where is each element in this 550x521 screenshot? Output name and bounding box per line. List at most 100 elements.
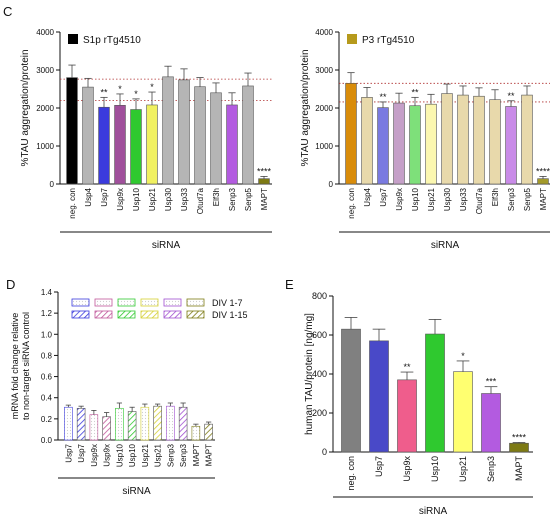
category-label: Usp30 bbox=[164, 187, 173, 211]
x-axis-label: siRNA bbox=[152, 240, 181, 251]
y-tick-label: 200 bbox=[312, 408, 327, 418]
category-label: Usp21 bbox=[154, 443, 163, 467]
bar bbox=[66, 77, 78, 185]
chart-e: 0 200 400 600 800 human TAU/protein [ng/mg] ne… bbox=[304, 291, 533, 517]
bar bbox=[102, 416, 111, 441]
bar bbox=[194, 86, 206, 185]
bar bbox=[191, 425, 201, 441]
legend-swatch bbox=[117, 298, 136, 307]
bar bbox=[127, 411, 137, 441]
chart-d: 0.0 0.2 0.4 0.6 0.8 1.0 1.2 1.4 mRNA fold change… bbox=[10, 288, 248, 497]
bar bbox=[489, 99, 501, 185]
category-label: Usp4 bbox=[84, 187, 93, 206]
bar bbox=[537, 178, 549, 185]
legend-swatch bbox=[186, 310, 205, 319]
category-label: Usp9x bbox=[395, 188, 404, 211]
bar bbox=[425, 333, 445, 453]
legend-swatch bbox=[186, 298, 205, 307]
y-tick-label: 1.4 bbox=[41, 288, 53, 297]
significance-label: * bbox=[118, 84, 122, 94]
y-tick-label: 0 bbox=[329, 180, 334, 189]
legend-label: S1p rTg4510 bbox=[83, 35, 141, 46]
category-label: Senp3 bbox=[228, 187, 237, 211]
category-label: Senp3 bbox=[486, 456, 496, 482]
legend-swatch bbox=[94, 298, 113, 307]
x-axis-label: siRNA bbox=[431, 240, 460, 251]
bar bbox=[441, 93, 453, 185]
category-label: Senp5 bbox=[244, 187, 253, 211]
bar bbox=[345, 83, 357, 185]
category-label: Elf3h bbox=[491, 188, 500, 206]
x-axis-label: siRNA bbox=[419, 506, 448, 517]
y-axis-label: mRNA fold change relativeto non-target s… bbox=[10, 312, 31, 420]
bar bbox=[226, 104, 238, 185]
significance-label: *** bbox=[486, 377, 497, 387]
y-tick-label: 0.2 bbox=[41, 415, 53, 424]
y-tick-label: 0 bbox=[50, 180, 55, 189]
category-label: MAPT bbox=[260, 188, 269, 210]
category-label: Usp4 bbox=[363, 187, 372, 206]
significance-label: ** bbox=[507, 91, 515, 101]
legend-swatch bbox=[140, 298, 159, 307]
legend-swatch bbox=[163, 298, 182, 307]
bar bbox=[393, 102, 405, 185]
category-label: MAPT bbox=[514, 456, 524, 482]
bar bbox=[114, 105, 126, 185]
legend-swatch bbox=[71, 298, 90, 307]
legend-swatch bbox=[347, 34, 357, 44]
bar bbox=[505, 106, 517, 185]
legend-swatch bbox=[140, 310, 159, 319]
bar bbox=[204, 423, 213, 441]
significance-label: ** bbox=[379, 92, 387, 102]
category-label: Usp10 bbox=[430, 456, 440, 482]
bar bbox=[153, 405, 162, 441]
bar bbox=[409, 105, 421, 185]
significance-label: * bbox=[150, 82, 154, 92]
category-label: Usp21 bbox=[141, 443, 150, 467]
legend-label: P3 rTg4510 bbox=[362, 35, 415, 46]
bar bbox=[89, 414, 99, 441]
category-label: Usp33 bbox=[180, 187, 189, 211]
bar bbox=[473, 95, 485, 185]
category-label: Usp21 bbox=[427, 187, 436, 211]
bar bbox=[115, 407, 124, 441]
y-axis-label: %TAU aggregation/protein bbox=[20, 49, 31, 166]
bar bbox=[82, 86, 94, 185]
y-tick-label: 0 bbox=[322, 447, 327, 457]
bar bbox=[64, 406, 73, 441]
category-label: neg. con bbox=[347, 188, 356, 219]
category-label: Usp10 bbox=[411, 187, 420, 211]
bar bbox=[397, 379, 417, 453]
category-label: Usp9x bbox=[116, 188, 125, 211]
significance-label: * bbox=[134, 89, 138, 99]
category-label: neg. con bbox=[346, 456, 356, 491]
category-label: Usp7 bbox=[77, 443, 86, 462]
bar bbox=[361, 97, 373, 185]
y-axis-label: %TAU aggregation/protein bbox=[300, 49, 311, 166]
significance-label: ** bbox=[100, 87, 108, 97]
category-label: Senp5 bbox=[523, 187, 532, 211]
y-tick-label: 2000 bbox=[36, 104, 54, 113]
legend-swatch bbox=[71, 310, 90, 319]
significance-label: * bbox=[461, 351, 465, 361]
bar bbox=[457, 94, 469, 185]
legend-swatch bbox=[163, 310, 182, 319]
category-label: Usp21 bbox=[458, 456, 468, 482]
bar bbox=[377, 107, 389, 185]
bar bbox=[210, 92, 222, 185]
y-tick-label: 0.4 bbox=[41, 394, 53, 403]
y-tick-label: 1000 bbox=[36, 142, 54, 151]
bar bbox=[242, 85, 254, 185]
legend-label: DIV 1-7 bbox=[212, 298, 243, 308]
category-label: Usp7 bbox=[374, 456, 384, 477]
category-label: Usp30 bbox=[443, 187, 452, 211]
bar bbox=[369, 340, 389, 453]
y-tick-label: 1000 bbox=[315, 142, 333, 151]
category-label: MAPT bbox=[205, 444, 214, 466]
bar bbox=[162, 76, 174, 185]
category-label: Senp3 bbox=[166, 443, 175, 467]
significance-label: ** bbox=[403, 362, 411, 372]
legend-swatch bbox=[117, 310, 136, 319]
category-label: Usp10 bbox=[115, 443, 124, 467]
